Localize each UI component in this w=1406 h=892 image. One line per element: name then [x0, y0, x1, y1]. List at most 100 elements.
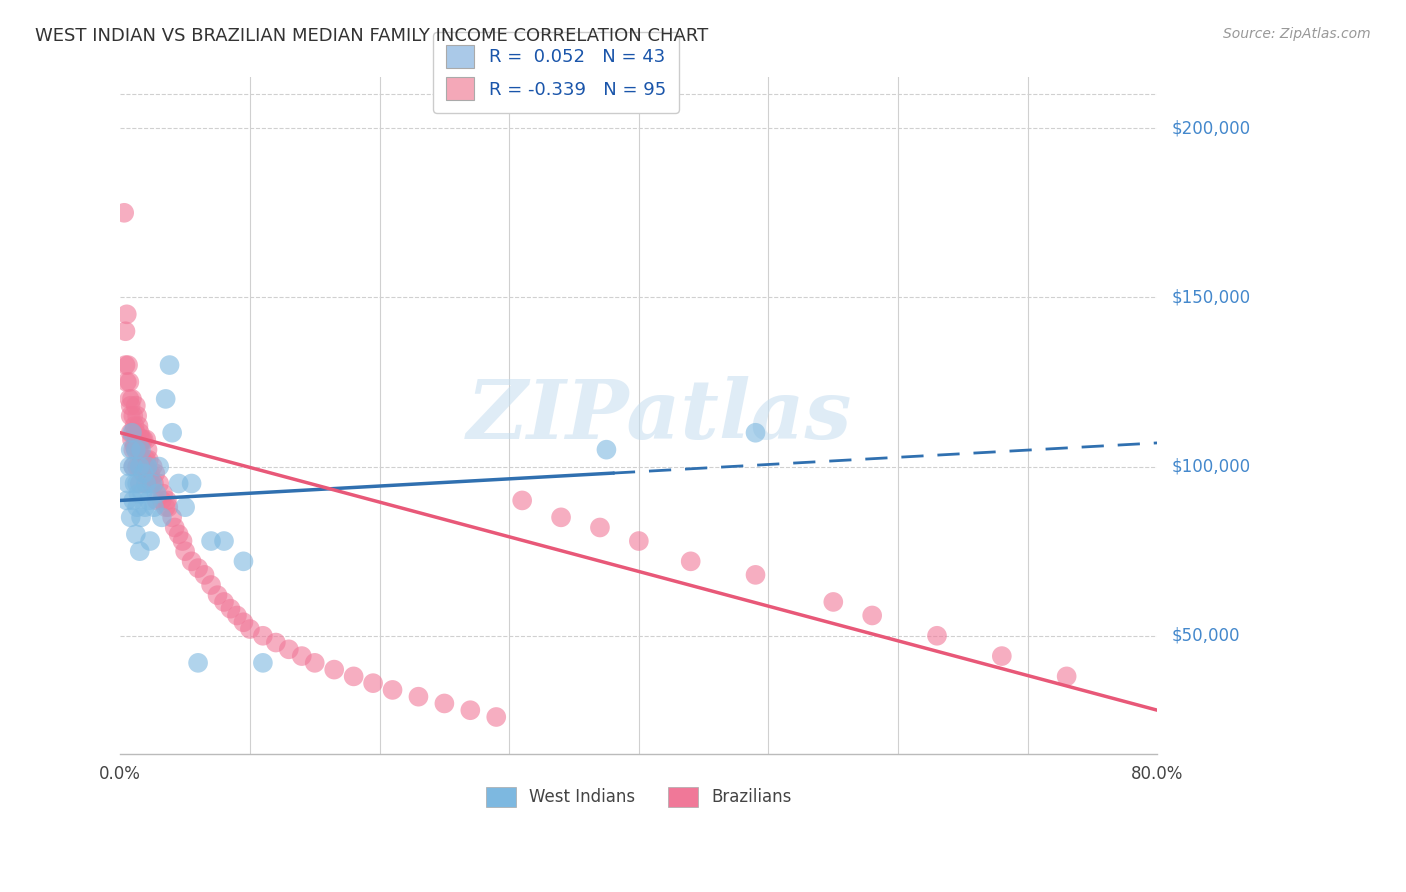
Point	[115, 493, 138, 508]
Point	[127, 433, 149, 447]
Point	[252, 629, 274, 643]
Text: Source: ZipAtlas.com: Source: ZipAtlas.com	[1223, 27, 1371, 41]
Point	[627, 534, 650, 549]
Legend: West Indians, Brazilians: West Indians, Brazilians	[479, 780, 799, 814]
Point	[232, 554, 254, 568]
Point	[148, 459, 170, 474]
Point	[145, 493, 167, 508]
Text: ZIPatlas: ZIPatlas	[467, 376, 852, 456]
Point	[155, 500, 177, 515]
Point	[127, 476, 149, 491]
Point	[129, 442, 152, 457]
Point	[129, 459, 152, 474]
Point	[433, 697, 456, 711]
Point	[121, 433, 143, 447]
Point	[159, 358, 181, 372]
Point	[163, 520, 186, 534]
Point	[485, 710, 508, 724]
Point	[143, 500, 166, 515]
Point	[135, 476, 157, 491]
Point	[120, 425, 142, 440]
Point	[135, 452, 157, 467]
Point	[112, 206, 135, 220]
Point	[187, 656, 209, 670]
Point	[117, 358, 139, 372]
Text: $50,000: $50,000	[1171, 627, 1240, 645]
Point	[125, 442, 148, 457]
Point	[239, 622, 262, 636]
Point	[136, 442, 159, 457]
Point	[148, 476, 170, 491]
Point	[252, 656, 274, 670]
Text: WEST INDIAN VS BRAZILIAN MEDIAN FAMILY INCOME CORRELATION CHART: WEST INDIAN VS BRAZILIAN MEDIAN FAMILY I…	[35, 27, 709, 45]
Point	[174, 544, 197, 558]
Point	[122, 409, 145, 423]
Point	[131, 433, 153, 447]
Point	[200, 578, 222, 592]
Text: $100,000: $100,000	[1171, 458, 1250, 475]
Point	[115, 375, 138, 389]
Point	[138, 452, 160, 467]
Point	[361, 676, 384, 690]
Point	[150, 493, 173, 508]
Point	[118, 392, 141, 406]
Point	[128, 476, 150, 491]
Point	[117, 476, 139, 491]
Point	[127, 486, 149, 500]
Point	[1056, 669, 1078, 683]
Point	[132, 467, 155, 481]
Point	[226, 608, 249, 623]
Point	[122, 459, 145, 474]
Point	[193, 567, 215, 582]
Point	[114, 358, 136, 372]
Point	[187, 561, 209, 575]
Point	[131, 452, 153, 467]
Point	[160, 510, 183, 524]
Point	[141, 476, 163, 491]
Point	[127, 442, 149, 457]
Point	[124, 419, 146, 434]
Point	[264, 635, 287, 649]
Point	[167, 476, 190, 491]
Point	[157, 500, 180, 515]
Point	[120, 399, 142, 413]
Point	[131, 486, 153, 500]
Point	[132, 467, 155, 481]
Point	[122, 442, 145, 457]
Point	[212, 595, 235, 609]
Point	[595, 442, 617, 457]
Point	[134, 459, 156, 474]
Point	[139, 467, 162, 481]
Point	[128, 544, 150, 558]
Point	[860, 608, 883, 623]
Point	[129, 433, 152, 447]
Point	[167, 527, 190, 541]
Point	[460, 703, 482, 717]
Point	[679, 554, 702, 568]
Text: $200,000: $200,000	[1171, 120, 1250, 137]
Point	[138, 493, 160, 508]
Point	[124, 439, 146, 453]
Point	[118, 459, 141, 474]
Point	[744, 425, 766, 440]
Point	[125, 425, 148, 440]
Point	[127, 409, 149, 423]
Point	[145, 486, 167, 500]
Point	[121, 425, 143, 440]
Point	[128, 425, 150, 440]
Point	[139, 534, 162, 549]
Point	[823, 595, 845, 609]
Point	[125, 442, 148, 457]
Point	[115, 307, 138, 321]
Point	[135, 476, 157, 491]
Point	[134, 500, 156, 515]
Point	[156, 493, 179, 508]
Point	[219, 601, 242, 615]
Point	[925, 629, 948, 643]
Point	[143, 476, 166, 491]
Point	[304, 656, 326, 670]
Point	[127, 500, 149, 515]
Point	[143, 467, 166, 481]
Point	[212, 534, 235, 549]
Point	[129, 510, 152, 524]
